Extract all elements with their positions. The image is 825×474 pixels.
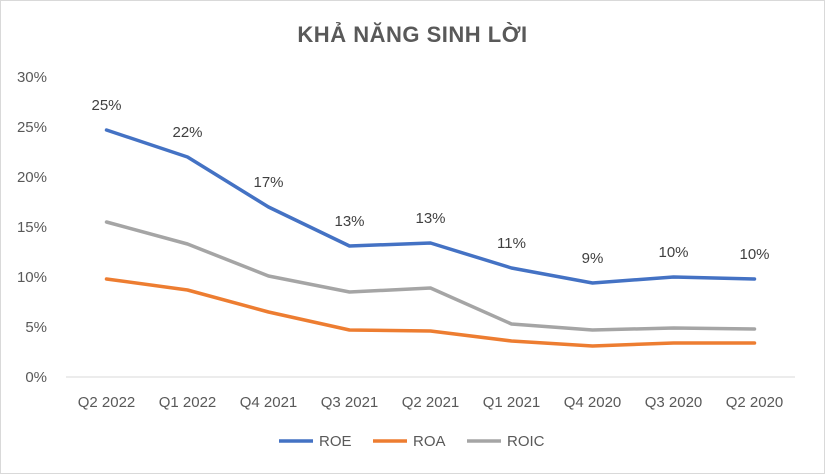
x-axis-ticks: Q2 2022 Q1 2022 Q4 2021 Q3 2021 Q2 2021 Q1 20… (78, 394, 784, 411)
series-line-roic (104, 220, 757, 332)
y-axis-ticks: 0% 5% 10% 15% 20% 25% 30% (17, 69, 47, 386)
x-tick-label: Q2 2020 (726, 394, 784, 411)
legend: ROE ROA ROIC (279, 433, 545, 450)
data-label-roe: 10% (739, 246, 769, 263)
x-tick-label: Q4 2020 (564, 394, 622, 411)
data-label-roe: 11% (497, 235, 526, 252)
series-line-roe (104, 128, 757, 285)
legend-label-roe: ROE (319, 433, 352, 450)
data-label-roe: 13% (415, 210, 445, 227)
x-tick-label: Q1 2022 (159, 394, 217, 411)
y-tick-label: 0% (25, 369, 47, 386)
x-tick-label: Q3 2020 (645, 394, 703, 411)
data-label-roe: 13% (334, 213, 364, 230)
y-tick-label: 20% (17, 169, 47, 186)
x-tick-label: Q3 2021 (321, 394, 379, 411)
series-lines (104, 128, 757, 348)
x-tick-label: Q2 2022 (78, 394, 136, 411)
data-label-roe: 17% (253, 174, 283, 191)
x-tick-label: Q1 2021 (483, 394, 541, 411)
data-label-roe: 22% (172, 124, 202, 141)
data-labels: 25% 22% 17% 13% 13% 11% 9% 10% 10% (91, 97, 769, 267)
y-tick-label: 30% (17, 69, 47, 86)
y-tick-label: 10% (17, 269, 47, 286)
series-line-roa (104, 277, 757, 348)
legend-label-roic: ROIC (507, 433, 545, 450)
chart-title: KHẢ NĂNG SINH LỜI (297, 22, 528, 47)
data-label-roe: 9% (582, 250, 604, 267)
legend-label-roa: ROA (413, 433, 446, 450)
data-label-roe: 25% (91, 97, 121, 114)
y-tick-label: 15% (17, 219, 47, 236)
y-tick-label: 5% (25, 319, 47, 336)
y-tick-label: 25% (17, 119, 47, 136)
x-tick-label: Q4 2021 (240, 394, 298, 411)
data-label-roe: 10% (658, 244, 688, 261)
x-tick-label: Q2 2021 (402, 394, 460, 411)
